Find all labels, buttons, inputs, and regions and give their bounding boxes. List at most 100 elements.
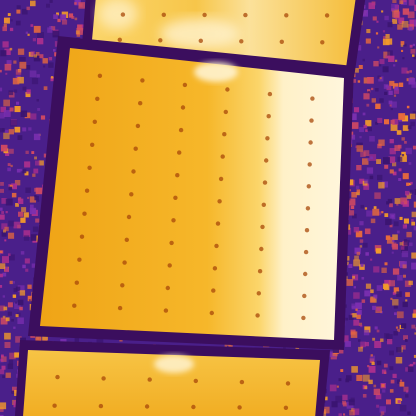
cell-dot: [267, 91, 273, 97]
cell-dot: [122, 260, 127, 265]
cell-dot: [255, 313, 260, 318]
cell-dot: [239, 379, 245, 385]
top-panel-hotspot: [160, 18, 240, 50]
cell-dot: [220, 154, 225, 159]
cell-dot: [225, 87, 230, 92]
cell-dot: [101, 376, 106, 381]
cell-dot: [165, 285, 170, 291]
cell-dot: [307, 162, 312, 167]
cell-dot: [215, 221, 221, 226]
cell-dot: [98, 403, 104, 409]
cell-dot: [301, 315, 306, 321]
cell-dot: [82, 211, 87, 216]
cell-dot: [266, 114, 271, 119]
cell-dot: [309, 118, 314, 123]
middle-panel-cells: [72, 73, 315, 321]
cell-dot: [117, 37, 123, 42]
cell-dot: [147, 377, 152, 382]
cell-dot: [84, 188, 90, 193]
cell-dot: [178, 127, 184, 133]
cell-dot: [92, 119, 98, 125]
cell-dot: [95, 96, 100, 102]
cell-dot: [261, 202, 266, 207]
cell-dot: [308, 140, 313, 145]
cell-dot: [265, 136, 270, 141]
cell-dot: [304, 228, 310, 233]
cell-dot: [175, 173, 180, 178]
cell-dot: [237, 405, 242, 410]
cell-dot: [167, 263, 172, 268]
middle-panel: [28, 36, 354, 350]
bottom-panel: [14, 340, 330, 416]
cell-dot: [131, 169, 136, 174]
cell-dot: [72, 303, 77, 308]
cell-dot: [305, 206, 311, 211]
cell-dot: [90, 142, 95, 147]
cell-dot: [209, 310, 214, 316]
cell-dot: [223, 109, 228, 115]
cell-dot: [264, 158, 269, 163]
cell-dot: [191, 404, 196, 410]
cell-dot: [55, 374, 60, 380]
cell-dot: [202, 12, 207, 18]
cell-dot: [138, 101, 143, 106]
cell-dot: [218, 176, 224, 182]
cell-dot: [140, 78, 145, 83]
cell-dot: [198, 38, 203, 43]
top-panel-cells: [117, 12, 330, 45]
cell-dot: [135, 123, 141, 129]
cell-dot: [303, 249, 309, 255]
cell-dot: [120, 283, 125, 288]
bottom-panel-cells: [52, 374, 291, 410]
cell-dot: [180, 105, 186, 110]
cell-dot: [222, 132, 227, 137]
bottom-panel-body: [23, 350, 320, 416]
cell-dot: [259, 246, 264, 252]
cell-dot: [284, 13, 289, 18]
cell-dot: [158, 38, 163, 43]
cell-dot: [97, 73, 103, 79]
cell-dot: [279, 39, 284, 44]
cell-dot: [120, 12, 126, 17]
cell-dot: [217, 199, 222, 204]
cell-dot: [239, 39, 244, 44]
cell-dot: [177, 150, 182, 155]
cell-dot: [77, 257, 82, 262]
cell-dot: [182, 82, 188, 88]
cell-dot: [303, 271, 308, 277]
cell-dot: [256, 291, 261, 296]
cell-dot: [193, 378, 198, 384]
cell-dot: [171, 218, 176, 223]
cell-dot: [283, 405, 289, 410]
middle-panel-body: [40, 48, 344, 340]
cell-dot: [306, 184, 311, 189]
cell-dot: [212, 266, 218, 271]
cell-dot: [52, 403, 57, 408]
cell-dot: [243, 12, 248, 18]
cell-dot: [161, 12, 166, 17]
cell-dot: [173, 195, 178, 200]
cell-dot: [302, 293, 307, 299]
cell-dot: [87, 165, 92, 170]
cell-dot: [133, 146, 138, 151]
cell-dot: [169, 240, 174, 246]
cell-dot: [124, 237, 129, 242]
cell-dot: [129, 192, 134, 197]
cell-dot: [260, 224, 265, 230]
cell-dot: [320, 40, 325, 45]
cell-dot: [163, 308, 169, 313]
cell-dot: [214, 243, 219, 249]
cell-dot: [262, 180, 268, 185]
cell-dot: [79, 234, 85, 239]
cell-dot: [324, 13, 330, 18]
cell-dot: [144, 404, 150, 409]
cell-dot: [310, 96, 315, 101]
cell-dot: [117, 305, 123, 311]
cell-dot: [126, 214, 132, 220]
cell-dot: [257, 269, 263, 274]
cell-dot: [211, 288, 216, 293]
cell-dot: [285, 381, 291, 386]
middle-panel-hotspot: [194, 62, 238, 82]
